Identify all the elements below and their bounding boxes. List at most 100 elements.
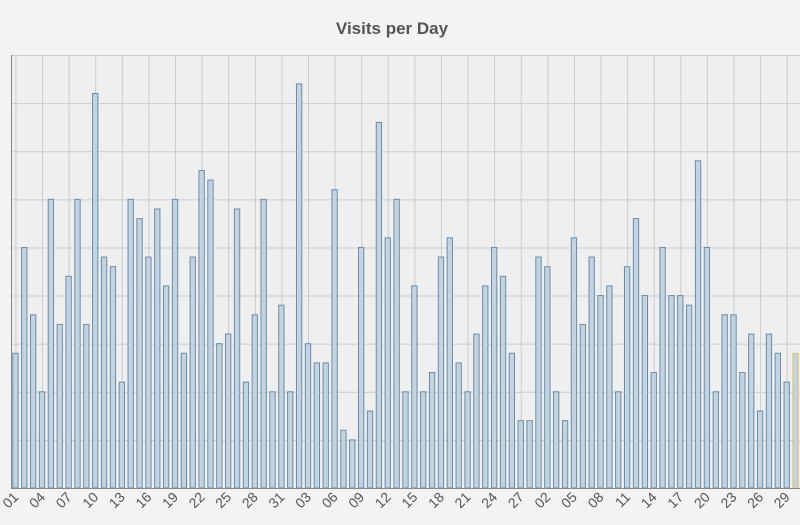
bar [260, 198, 267, 489]
bar [641, 295, 649, 489]
bar [180, 352, 188, 489]
x-tick-label: 13 [106, 489, 128, 511]
bar [739, 372, 746, 489]
bar [242, 381, 250, 489]
bar [216, 343, 223, 489]
bar [526, 420, 533, 489]
bar [677, 295, 684, 489]
bar [269, 391, 276, 489]
bar [189, 256, 196, 489]
bar [756, 410, 764, 489]
bar [730, 314, 737, 489]
bar [428, 372, 436, 489]
bar [340, 429, 347, 489]
bar [100, 256, 108, 489]
bar [198, 169, 205, 489]
bar [384, 237, 391, 489]
bar [420, 391, 427, 489]
x-tick-label: 19 [159, 489, 181, 511]
bar [56, 323, 63, 489]
bar [765, 333, 773, 489]
bar [632, 218, 640, 489]
bar [287, 391, 294, 489]
bar [650, 372, 657, 489]
x-tick-label: 06 [318, 489, 340, 511]
bar [313, 362, 321, 489]
bar [411, 285, 418, 489]
bar [446, 237, 453, 489]
bar [615, 391, 622, 489]
x-tick-label: 14 [638, 489, 660, 511]
bar [597, 295, 604, 489]
bar [517, 420, 524, 489]
bar [65, 275, 72, 489]
bar [393, 198, 400, 489]
x-tick-labels: 01 04 07 10 13 16 19 22 25 28 31 03 06 09 12 15 18 21 24 27… [0, 489, 793, 511]
bar [145, 256, 152, 489]
bar [92, 92, 99, 489]
x-tick-label: 16 [132, 489, 154, 511]
bar [358, 246, 365, 489]
chart-title: Visits per Day [335, 19, 449, 38]
bar [225, 333, 232, 489]
bar [482, 285, 489, 489]
bar [686, 304, 693, 489]
bar [606, 285, 613, 489]
bar [783, 381, 790, 489]
x-tick-label: 12 [372, 489, 394, 511]
bar [703, 246, 711, 489]
bar [437, 256, 445, 489]
bar [74, 198, 81, 489]
bar [331, 189, 338, 489]
x-tick-label: 05 [558, 489, 580, 511]
bar [47, 198, 55, 489]
bar [162, 285, 170, 489]
x-tick-label: 26 [744, 489, 766, 511]
x-tick-label: 18 [425, 489, 447, 511]
bar [366, 410, 374, 489]
bar [535, 256, 542, 489]
bar [12, 352, 19, 489]
x-tick-label: 03 [292, 489, 314, 511]
bar [207, 179, 214, 489]
bar [375, 121, 383, 489]
axes [11, 55, 800, 489]
x-tick-label: 15 [398, 489, 420, 511]
x-tick-label: 04 [26, 489, 48, 511]
x-tick-label: 01 [0, 489, 22, 511]
bar [588, 256, 595, 489]
bar [278, 304, 285, 489]
bar [233, 208, 241, 489]
x-tick-label: 07 [52, 489, 74, 511]
bar [774, 352, 781, 489]
x-tick-label: 25 [212, 489, 234, 511]
bar [561, 420, 569, 489]
x-tick-label: 02 [531, 489, 553, 511]
bar [694, 160, 702, 489]
bar [721, 314, 728, 489]
bar [30, 314, 37, 489]
bar [490, 246, 498, 489]
x-tick-label: 29 [770, 489, 792, 511]
bar [154, 208, 161, 489]
bar [38, 391, 46, 489]
bar [544, 266, 551, 489]
bar [136, 218, 143, 489]
x-tick-label: 11 [612, 489, 634, 511]
bar [304, 343, 312, 489]
x-tick-label: 10 [79, 489, 101, 511]
x-tick-label: 23 [717, 489, 739, 511]
bar [508, 352, 516, 489]
bar [118, 381, 125, 489]
bar [579, 323, 586, 489]
bar [127, 198, 134, 489]
x-tick-label: 17 [664, 489, 686, 511]
x-tick-label: 20 [691, 489, 713, 511]
x-tick-label: 08 [584, 489, 606, 511]
x-tick-label: 22 [185, 489, 207, 511]
bar [792, 352, 799, 489]
bar [295, 83, 303, 489]
bar [748, 333, 755, 489]
